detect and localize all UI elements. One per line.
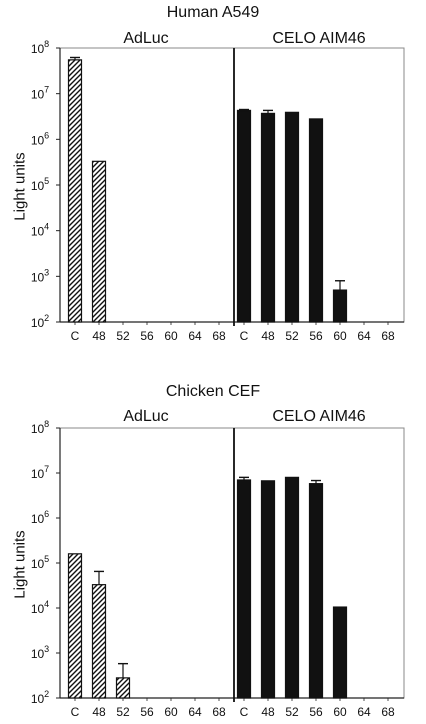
y-tick-label: 107	[31, 85, 49, 102]
y-tick-label: 106	[31, 509, 49, 526]
y-tick-label: 102	[31, 689, 49, 706]
x-tick-label: 52	[285, 705, 299, 719]
bar	[332, 606, 348, 699]
x-tick-label: 48	[261, 329, 275, 343]
y-tick-label: 108	[31, 39, 49, 56]
y-tick-label: 103	[31, 267, 49, 284]
chart-top: 102 103 104 105 106 107 108 C 48 52 56 60 64 68 C 48 52 5…	[31, 39, 405, 343]
chart-title-bottom: Chicken CEF	[165, 383, 261, 400]
bar	[67, 59, 83, 323]
x-tick-label: 52	[116, 705, 130, 719]
x-tick-label: C	[240, 329, 249, 343]
x-tick-label: 52	[116, 329, 130, 343]
x-tick-label: 56	[140, 329, 154, 343]
x-tick-label: 64	[357, 329, 371, 343]
y-tick-label: 104	[31, 599, 49, 616]
x-tick-label: 68	[381, 705, 395, 719]
x-tick-label: 56	[309, 705, 323, 719]
group-label-celo-top: CELO AIM46	[272, 30, 366, 47]
y-tick-label: 108	[31, 419, 49, 436]
x-tick-label: 64	[188, 329, 202, 343]
x-tick-label: 68	[212, 705, 226, 719]
x-tick-label: 52	[285, 329, 299, 343]
bar	[308, 118, 324, 323]
x-tick-label: C	[240, 705, 249, 719]
group-label-celo-bottom: CELO AIM46	[272, 408, 366, 425]
bar	[115, 677, 131, 699]
x-tick-label: C	[71, 705, 80, 719]
chart-bottom: 102 103 104 105 106 107 108 C 48 52 56 60 64 68 C 48 52 5…	[31, 419, 405, 719]
x-tick-label: 64	[357, 705, 371, 719]
x-tick-label: 48	[92, 705, 106, 719]
x-tick-label: 56	[309, 329, 323, 343]
bar	[236, 109, 252, 323]
y-tick-label: 105	[31, 554, 49, 571]
x-tick-label: 56	[140, 705, 154, 719]
y-tick-label: 107	[31, 464, 49, 481]
bar	[284, 476, 300, 699]
x-tick-label: 60	[333, 329, 347, 343]
y-tick-label: 104	[31, 222, 49, 239]
group-label-adluc-bottom: AdLuc	[123, 408, 169, 425]
bar	[284, 111, 300, 323]
group-label-adluc-top: AdLuc	[123, 30, 169, 47]
bar	[91, 584, 107, 699]
y-tick-label: 106	[31, 130, 49, 147]
y-tick-label: 102	[31, 313, 49, 330]
plot-frame	[59, 427, 405, 699]
x-tick-label: 60	[164, 705, 178, 719]
bar	[91, 160, 107, 323]
x-tick-label: 68	[212, 329, 226, 343]
x-tick-label: 64	[188, 705, 202, 719]
y-tick-label: 103	[31, 644, 49, 661]
bar	[332, 289, 348, 323]
bar	[236, 479, 252, 699]
chart-title-top: Human A549	[166, 4, 260, 21]
x-tick-label: C	[71, 329, 80, 343]
bar	[260, 480, 276, 699]
x-tick-label: 48	[261, 705, 275, 719]
bar	[260, 112, 276, 323]
bar	[67, 553, 83, 699]
plot-frame	[59, 47, 405, 323]
x-tick-label: 60	[333, 705, 347, 719]
x-tick-label: 60	[164, 329, 178, 343]
x-tick-label: 48	[92, 329, 106, 343]
bar	[308, 483, 324, 699]
x-tick-label: 68	[381, 329, 395, 343]
y-tick-label: 105	[31, 176, 49, 193]
